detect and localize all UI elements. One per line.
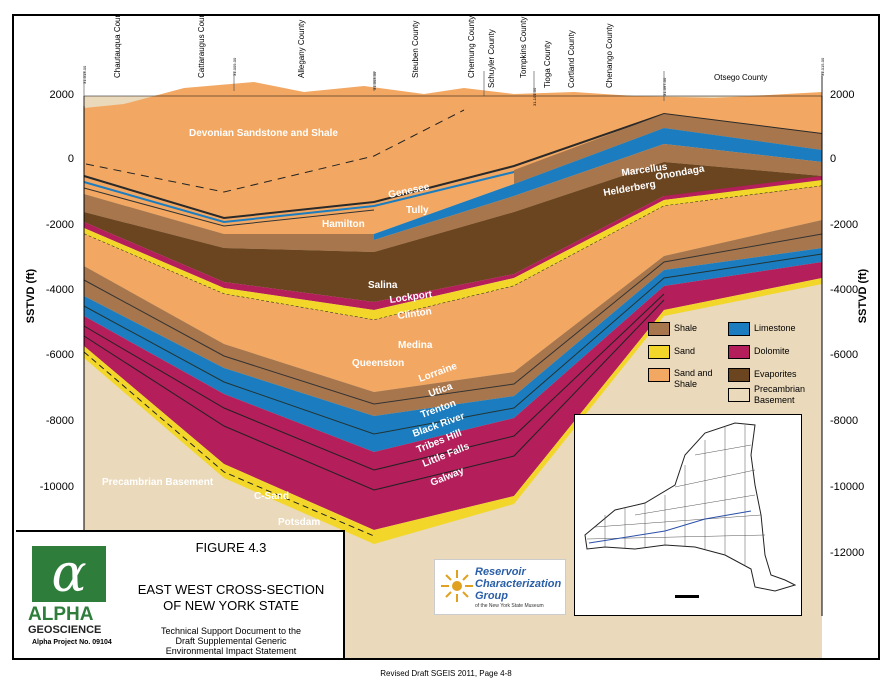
- well-labels: 31-013-00 31-009-00 31-003-00 31-101-00 …: [82, 57, 825, 106]
- well-label: 31-015-00: [820, 57, 825, 76]
- figure-title: EAST WEST CROSS-SECTION: [137, 582, 325, 597]
- devonian-sandstone-shale-layer: [84, 82, 822, 218]
- well-label: 31-101-00: [532, 87, 537, 106]
- legend-label: Sand: [674, 346, 696, 356]
- legend-swatch-limestone: [728, 322, 750, 336]
- logo-word: ALPHA: [28, 604, 94, 625]
- county-label: Allegany County: [297, 20, 306, 78]
- c-sand-label: C-Sand: [254, 491, 289, 502]
- legend-swatch-sand: [648, 345, 670, 359]
- county-label: Cortland County: [567, 30, 576, 88]
- county-labels: Chautauqua County Cattaraugus County All…: [113, 16, 767, 88]
- county-label: Chemung County: [467, 16, 476, 78]
- cross-section-figure: 2000 0 -2000 -4000 -6000 -8000 -10000 SS…: [12, 14, 880, 660]
- precambrian-label: Precambrian Basement: [102, 477, 214, 488]
- right-axis-label: SSTVD (ft): [857, 268, 869, 323]
- queenston-label: Queenston: [352, 358, 404, 369]
- salina-evaporite-layer: [84, 162, 822, 302]
- well-label: 31-003-00: [372, 71, 377, 90]
- credit-text: A. Blotorow, NYSM: [718, 605, 764, 611]
- left-tick-label: 0: [68, 153, 74, 165]
- inset-map: [574, 414, 802, 616]
- figure-description: Technical Support Document to the: [160, 626, 302, 636]
- left-tick-label: -10000: [40, 481, 74, 493]
- right-tick-label: -10000: [830, 481, 864, 493]
- well-label: 31-009-00: [232, 57, 237, 76]
- county-label: Otsego County: [714, 73, 767, 82]
- rcg-name: Characterization: [475, 578, 562, 590]
- figure-title: OF NEW YORK STATE: [163, 598, 299, 613]
- new-york-state-map: [584, 422, 797, 598]
- legend-label: Limestone: [754, 323, 796, 333]
- page-footer: Revised Draft SGEIS 2011, Page 4-8: [380, 669, 512, 678]
- legend-label: Precambrian Basement: [754, 384, 806, 405]
- alpha-geoscience-logo: α ALPHA GEOSCIENCE Alpha Project No. 091…: [22, 540, 122, 648]
- rcg-name: Reservoir: [475, 566, 526, 578]
- medina-label: Medina: [398, 340, 433, 351]
- legend-swatch-dolomite: [728, 345, 750, 359]
- right-tick-label: 2000: [830, 89, 854, 101]
- legend-swatch-evaporites: [728, 368, 750, 382]
- right-axis: 2000 0 -2000 -4000 -6000 -8000 -10000 -1…: [830, 89, 869, 559]
- county-label: Schuyler County: [487, 29, 496, 88]
- medina-sand-layer: [84, 180, 822, 320]
- left-tick-label: 2000: [50, 89, 74, 101]
- logo-sub: GEOSCIENCE: [28, 624, 102, 636]
- legend-swatch-shale: [648, 322, 670, 336]
- project-number: Alpha Project No. 09104: [32, 639, 112, 646]
- figure-number: FIGURE 4.3: [195, 540, 267, 555]
- well-label: 31-097-00: [662, 77, 667, 96]
- left-tick-label: -4000: [46, 284, 74, 296]
- devonian-label: Devonian Sandstone and Shale: [189, 128, 338, 139]
- right-tick-label: -4000: [830, 284, 858, 296]
- legend: Shale Limestone Sand Dolomite Sand and S…: [642, 316, 832, 410]
- salina-label: Salina: [368, 280, 398, 291]
- tully-label: Tully: [406, 205, 429, 216]
- county-label: Steuben County: [411, 21, 420, 78]
- alpha-icon: α: [32, 546, 106, 602]
- left-axis-label: SSTVD (ft): [25, 268, 37, 323]
- legend-swatch-sand-and-shale: [648, 368, 670, 382]
- galway-dolomite-layer: [84, 262, 822, 530]
- right-tick-label: -6000: [830, 349, 858, 361]
- rcg-sub: of the New York State Museum: [475, 603, 544, 609]
- potsdam-sand-layer: [84, 278, 822, 544]
- left-axis: 2000 0 -2000 -4000 -6000 -8000 -10000 SS…: [25, 89, 74, 493]
- legend-label: Evaporites: [754, 369, 797, 379]
- figure-description: Environmental Impact Statement: [165, 646, 297, 656]
- queenston-layer: [84, 186, 822, 392]
- potsdam-label: Potsdam: [278, 517, 320, 528]
- legend-label: Dolomite: [754, 346, 790, 356]
- legend-label: Sand and Shale: [674, 368, 713, 389]
- county-label: Chenango County: [605, 24, 614, 89]
- well-markers: [83, 71, 823, 106]
- sun-icon: [441, 570, 473, 602]
- right-tick-label: -2000: [830, 219, 858, 231]
- lorraine-shale-layer: [84, 220, 822, 416]
- shale-upper-layer: [84, 144, 822, 252]
- shale-right-band: [514, 114, 822, 184]
- right-tick-label: 0: [830, 153, 836, 165]
- trenton-limestone-layer: [84, 248, 822, 452]
- right-tick-label: -12000: [830, 547, 864, 559]
- well-label: 31-013-00: [82, 65, 87, 84]
- left-tick-label: -8000: [46, 415, 74, 427]
- left-tick-label: -2000: [46, 219, 74, 231]
- right-tick-label: -8000: [830, 415, 858, 427]
- left-tick-label: -6000: [46, 349, 74, 361]
- hamilton-label: Hamilton: [322, 219, 365, 230]
- figure-description: Draft Supplemental Generic: [175, 636, 287, 646]
- legend-label: Shale: [674, 323, 698, 333]
- clinton-label: Clinton: [397, 306, 433, 322]
- county-label: Tompkins County: [519, 17, 528, 78]
- rcg-name: Group: [475, 590, 508, 602]
- legend-swatch-precambrian: [728, 388, 750, 402]
- county-label: Tioga County: [543, 41, 552, 88]
- county-label: Cattaraugus County: [197, 16, 206, 78]
- rcg-logo: Reservoir Characterization Group of the …: [434, 559, 566, 615]
- title-block: α ALPHA GEOSCIENCE Alpha Project No. 091…: [16, 530, 345, 658]
- county-label: Chautauqua County: [113, 16, 122, 78]
